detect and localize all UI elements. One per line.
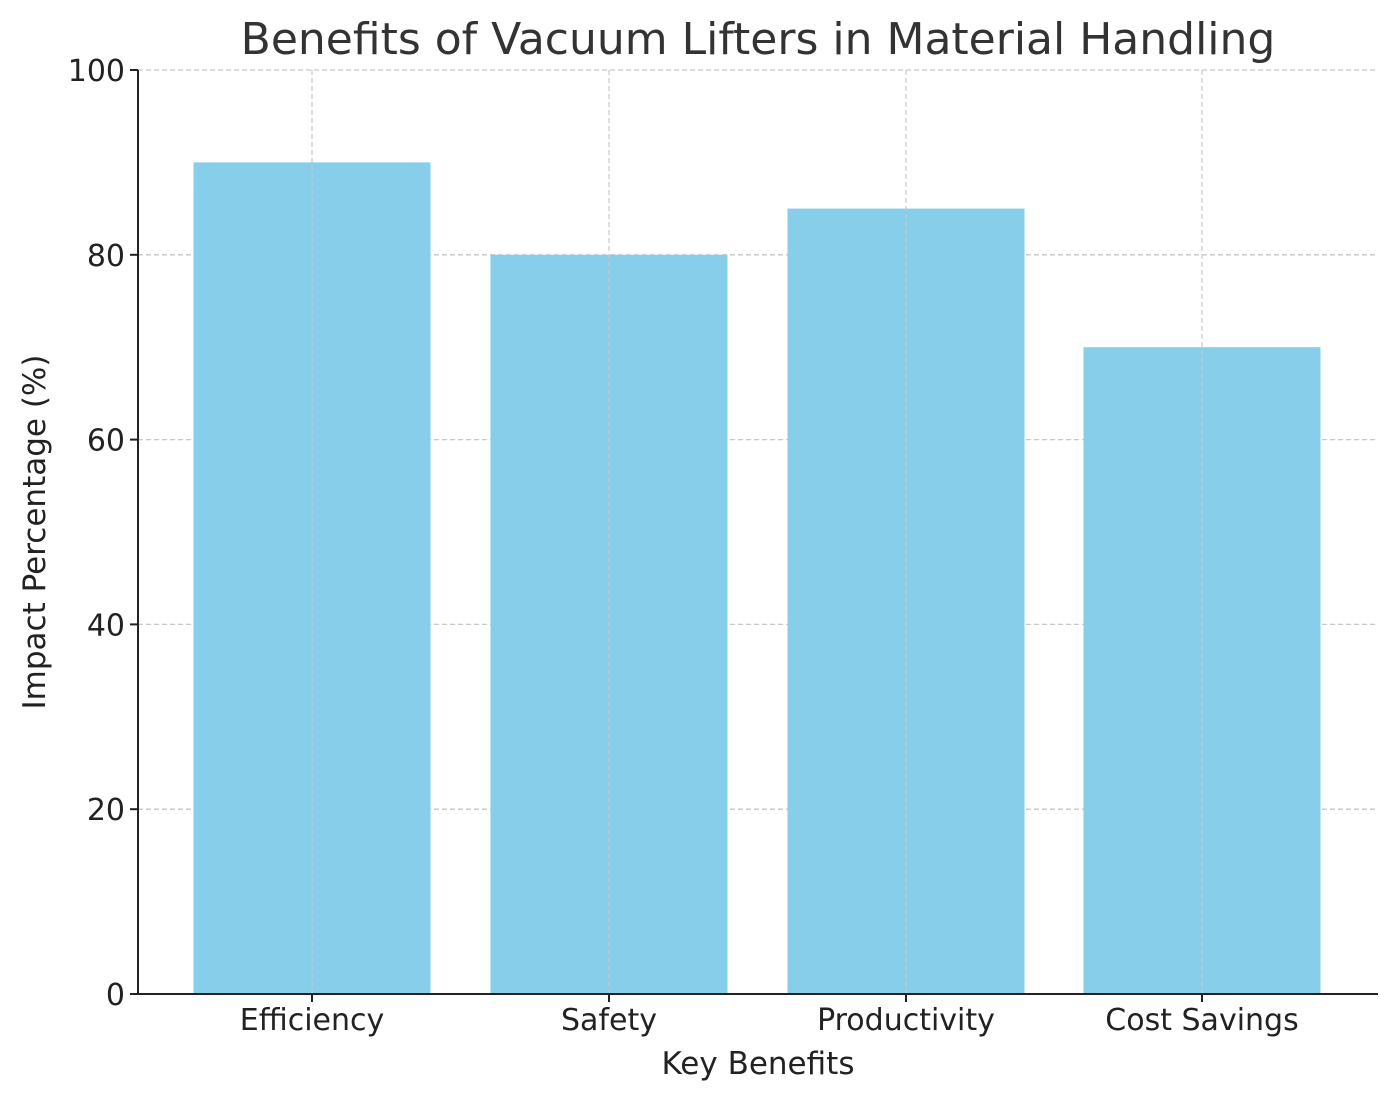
- ticks: 0 20 40 60 80 100 Efficiency Safety Productivity…: [68, 54, 1299, 1038]
- y-tick-label: 0: [106, 978, 125, 1013]
- vertical-grid: [311, 70, 1203, 994]
- x-tick-label: Efficiency: [240, 1003, 385, 1038]
- x-tick-label: Productivity: [817, 1003, 995, 1038]
- y-tick-label: 60: [87, 424, 125, 459]
- x-tick-label: Cost Savings: [1105, 1003, 1298, 1038]
- y-axis-label: Impact Percentage (%): [17, 355, 53, 710]
- y-tick-label: 40: [87, 608, 125, 643]
- bars: [193, 162, 1321, 995]
- y-tick-label: 20: [87, 793, 125, 828]
- chart-title: Benefits of Vacuum Lifters in Material H…: [241, 14, 1276, 65]
- y-tick-label: 100: [68, 54, 125, 89]
- y-tick-label: 80: [87, 239, 125, 274]
- x-axis-label: Key Benefits: [662, 1046, 855, 1082]
- x-tick-label: Safety: [561, 1003, 657, 1038]
